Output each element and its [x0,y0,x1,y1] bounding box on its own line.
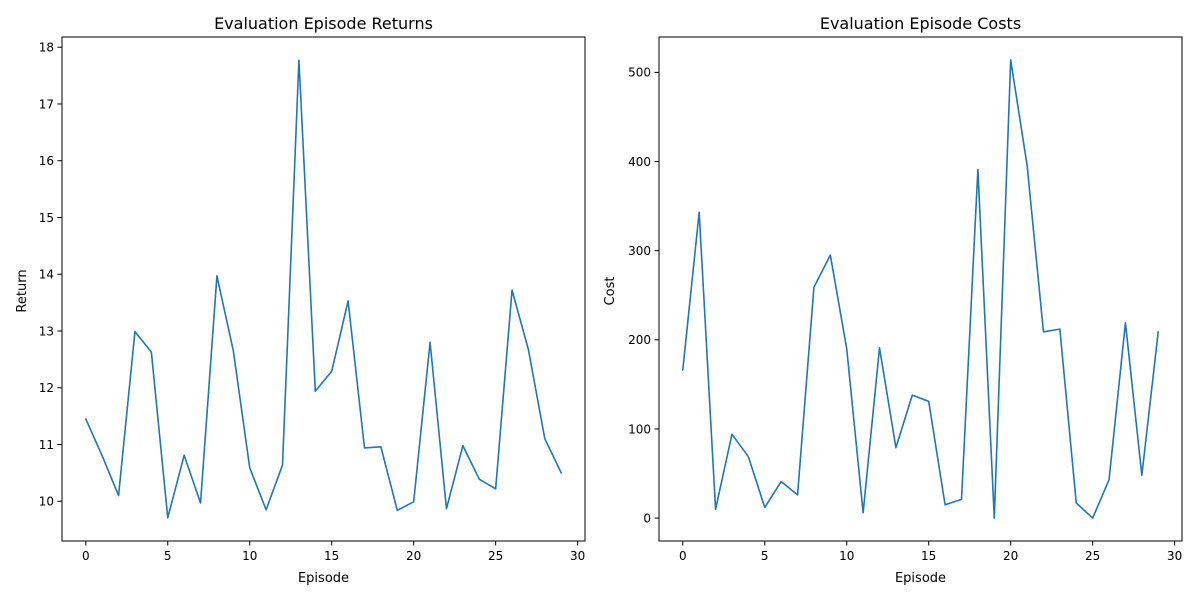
costs-x-tick-label: 25 [1085,549,1100,563]
returns-y-tick-label: 16 [39,154,54,168]
returns-axis-ticks: 0 5 10 15 20 25 30 10 11 12 13 14 15 16 17 18 [39,41,586,563]
costs-x-tick-label: 5 [761,549,769,563]
returns-y-tick-label: 10 [39,495,54,509]
costs-chart-title: Evaluation Episode Costs [820,14,1021,33]
returns-x-tick-label: 15 [324,549,339,563]
returns-series-line [84,59,563,519]
returns-y-tick-label: 11 [39,438,54,452]
costs-y-axis-label: Cost [603,277,618,306]
returns-x-tick-label: 5 [164,549,172,563]
returns-axes-frame [61,36,586,542]
returns-x-tick-label: 10 [242,549,257,563]
costs-x-tick-label: 10 [839,549,854,563]
returns-x-axis-label: Episode [298,571,349,586]
returns-chart: Evaluation Episode Returns Episode Retur… [15,14,586,586]
returns-x-tick-label: 0 [82,549,90,563]
costs-x-tick-label: 20 [1003,549,1018,563]
returns-y-tick-label: 18 [39,41,54,55]
returns-y-tick-label: 13 [39,324,54,338]
costs-axes-frame [658,36,1183,542]
costs-x-tick-label: 0 [679,549,687,563]
costs-series-line [681,59,1160,519]
costs-y-tick-label: 400 [628,155,651,169]
costs-chart: Evaluation Episode Costs Episode Cost 0 5… [603,14,1183,586]
returns-chart-title: Evaluation Episode Returns [214,14,433,33]
costs-y-tick-label: 100 [628,422,651,436]
costs-y-tick-label: 500 [628,66,651,80]
returns-x-tick-label: 25 [488,549,503,563]
costs-x-axis-label: Episode [895,571,946,586]
returns-y-tick-label: 14 [39,268,54,282]
costs-plot-area [681,59,1160,519]
returns-x-tick-label: 20 [406,549,421,563]
returns-y-axis-label: Return [15,269,30,312]
returns-y-tick-label: 12 [39,381,54,395]
costs-x-tick-label: 15 [921,549,936,563]
returns-y-tick-label: 17 [39,97,54,111]
returns-plot-area [84,59,563,519]
costs-y-tick-label: 200 [628,333,651,347]
costs-y-tick-label: 300 [628,244,651,258]
returns-x-tick-label: 30 [570,549,585,563]
costs-y-tick-label: 0 [643,511,651,525]
returns-y-tick-label: 15 [39,211,54,225]
costs-x-tick-label: 30 [1167,549,1182,563]
